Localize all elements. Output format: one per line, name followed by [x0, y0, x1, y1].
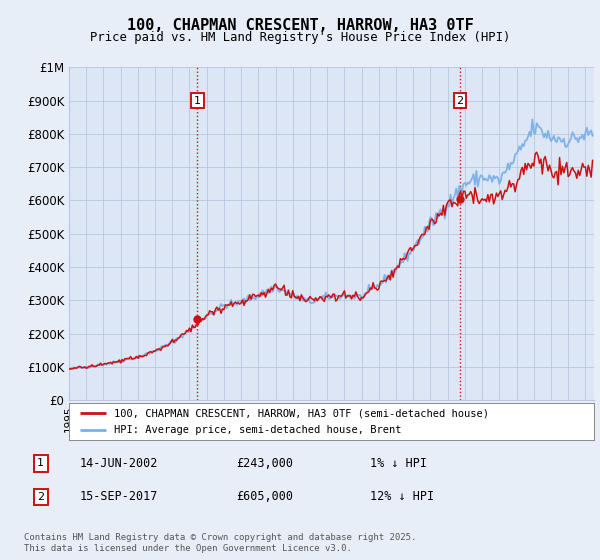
Text: 100, CHAPMAN CRESCENT, HARROW, HA3 0TF (semi-detached house): 100, CHAPMAN CRESCENT, HARROW, HA3 0TF (… — [113, 408, 488, 418]
Text: 14-JUN-2002: 14-JUN-2002 — [80, 457, 158, 470]
Text: 2: 2 — [457, 96, 463, 105]
Text: HPI: Average price, semi-detached house, Brent: HPI: Average price, semi-detached house,… — [113, 425, 401, 435]
Text: 1% ↓ HPI: 1% ↓ HPI — [370, 457, 427, 470]
Text: Contains HM Land Registry data © Crown copyright and database right 2025.
This d: Contains HM Land Registry data © Crown c… — [24, 533, 416, 553]
Text: 100, CHAPMAN CRESCENT, HARROW, HA3 0TF: 100, CHAPMAN CRESCENT, HARROW, HA3 0TF — [127, 18, 473, 33]
Text: £605,000: £605,000 — [236, 491, 293, 503]
Text: 12% ↓ HPI: 12% ↓ HPI — [370, 491, 434, 503]
Text: 15-SEP-2017: 15-SEP-2017 — [80, 491, 158, 503]
Text: Price paid vs. HM Land Registry's House Price Index (HPI): Price paid vs. HM Land Registry's House … — [90, 31, 510, 44]
Text: 1: 1 — [194, 96, 201, 105]
Text: 2: 2 — [37, 492, 44, 502]
Text: £243,000: £243,000 — [236, 457, 293, 470]
Text: 1: 1 — [37, 459, 44, 468]
